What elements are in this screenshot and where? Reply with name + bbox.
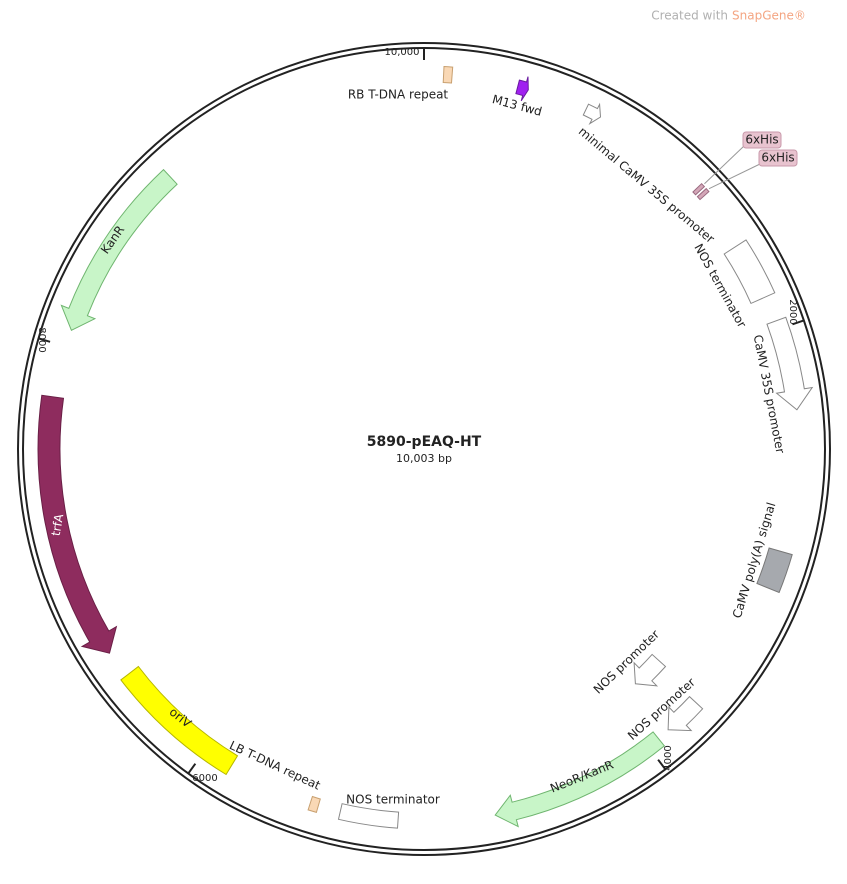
leader-line (704, 145, 745, 185)
feature-label: minimal CaMV 35S promoter (576, 124, 717, 246)
feature (696, 187, 710, 201)
backbone-outer (17, 42, 831, 856)
tick-label: 6000 (192, 773, 217, 784)
tick-label: 8000 (36, 327, 47, 352)
callout-box (758, 149, 798, 167)
feature-label: LB T-DNA repeat (227, 738, 323, 793)
feature (515, 76, 529, 102)
watermark: Created with (651, 9, 728, 23)
watermark-brand: SnapGene® (732, 9, 806, 23)
tick-label: 2000 (787, 299, 798, 324)
feature (494, 731, 666, 828)
tick-mark (187, 763, 197, 775)
feature (442, 65, 454, 84)
tick-mark (38, 337, 51, 343)
feature (692, 182, 706, 196)
feature (582, 102, 602, 125)
feature-label: NOS terminator (346, 793, 440, 807)
feature-label: trfA (49, 512, 67, 537)
tick-mark (792, 319, 805, 326)
feature (37, 394, 118, 654)
tick-mark (657, 759, 667, 770)
feature (307, 795, 321, 814)
feature (633, 653, 667, 687)
feature (337, 803, 400, 829)
feature (723, 239, 776, 305)
feature-label: M13 fwd (491, 92, 544, 119)
feature (756, 547, 793, 594)
plasmid-length: 10,003 bp (396, 452, 452, 465)
tick-label: 10,000 (385, 47, 420, 58)
feature-label: 6xHis (761, 151, 794, 165)
plasmid-name: 5890-pEAQ-HT (367, 434, 482, 450)
feature (667, 695, 704, 732)
feature (120, 665, 239, 776)
tick-label: 4000 (663, 745, 674, 770)
feature (766, 316, 814, 411)
feature-label: 6xHis (745, 133, 778, 147)
feature (60, 168, 178, 331)
leader-line (708, 163, 761, 190)
feature-label: RB T-DNA repeat (348, 88, 449, 102)
callout-box (742, 131, 782, 149)
